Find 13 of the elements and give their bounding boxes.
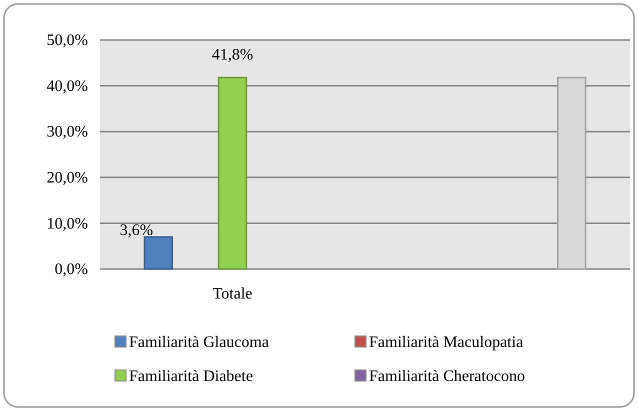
y-tick-label: 20,0% [46, 170, 88, 187]
legend-label: Familiarità Diabete [129, 368, 253, 385]
y-tick-label: 40,0% [46, 78, 88, 95]
y-tick-label: 10,0% [46, 215, 88, 232]
annotation: 3,6% [120, 222, 154, 239]
legend-label: Familiarità Glaucoma [129, 334, 269, 351]
data-label: 41,8% [212, 46, 254, 64]
legend-label: Familiarità Maculopatia [369, 334, 524, 351]
y-tick-label: 0,0% [54, 261, 88, 278]
legend-label: Familiarità Cheratocono [369, 368, 525, 385]
x-tick-label: Totale [212, 285, 252, 302]
y-tick-label: 50,0% [46, 32, 88, 50]
y-tick-label: 30,0% [46, 124, 88, 141]
